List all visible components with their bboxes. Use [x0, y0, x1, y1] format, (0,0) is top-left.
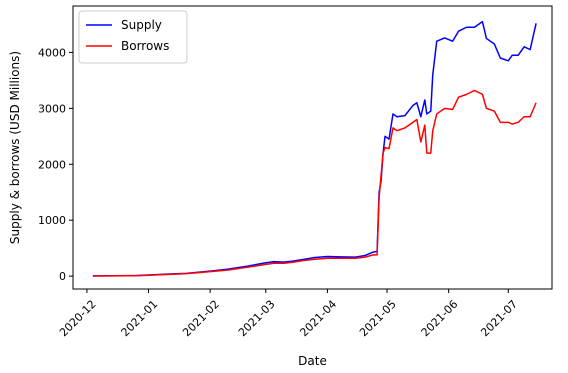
y-tick-label: 0 — [59, 270, 66, 283]
x-tick-label: 2021-06 — [419, 298, 461, 340]
legend-label: Supply — [121, 18, 162, 32]
y-tick-label: 3000 — [38, 102, 66, 115]
x-tick-label: 2020-12 — [57, 298, 99, 340]
x-axis-ticks: 2020-12 2021-01 2021-02 2021-03 2021-04 2021-… — [57, 289, 520, 339]
series-line-supply — [92, 20, 537, 277]
legend-label: Borrows — [121, 39, 169, 53]
y-tick-label: 1000 — [38, 214, 66, 227]
series-layer — [92, 20, 537, 277]
legend: Supply Borrows — [78, 10, 188, 64]
x-tick-label: 2021-02 — [180, 298, 222, 340]
series-line-borrows — [92, 89, 537, 277]
x-tick-label: 2021-07 — [478, 298, 520, 340]
x-tick-label: 2021-04 — [297, 298, 339, 340]
x-tick-label: 2021-03 — [236, 298, 278, 340]
x-axis-label: Date — [298, 354, 327, 368]
y-tick-label: 2000 — [38, 158, 66, 171]
x-tick-label: 2021-05 — [357, 298, 399, 340]
y-tick-label: 4000 — [38, 46, 66, 59]
plot-frame — [72, 5, 553, 290]
y-axis-ticks: 0 1000 2000 3000 4000 — [38, 46, 73, 283]
legend-box — [78, 10, 188, 64]
y-axis-label: Supply & borrows (USD Millions) — [8, 51, 22, 244]
x-tick-label: 2021-01 — [119, 298, 161, 340]
